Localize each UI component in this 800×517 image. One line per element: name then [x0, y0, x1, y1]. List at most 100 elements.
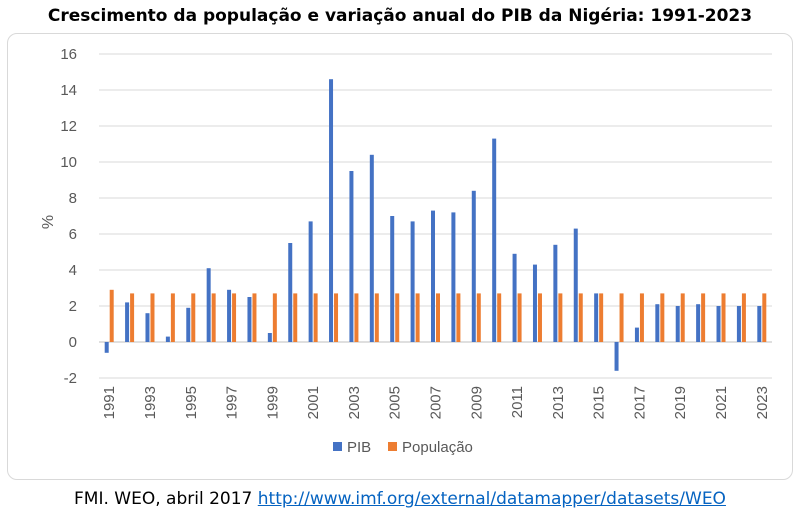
bar-populacao-2019	[680, 293, 685, 342]
bar-pib-1996	[206, 268, 211, 342]
x-tick-label: 1991	[101, 386, 118, 419]
source-note: FMI. WEO, abril 2017 http://www.imf.org/…	[0, 489, 800, 509]
bar-populacao-2017	[639, 293, 644, 342]
bar-populacao-2012	[537, 293, 542, 342]
bar-pib-2015	[594, 293, 599, 342]
bar-populacao-2014	[578, 293, 583, 342]
bar-populacao-2023	[762, 293, 767, 342]
x-tick-label: 1993	[142, 386, 159, 419]
bar-pib-2013	[553, 244, 558, 342]
bar-populacao-1998	[252, 293, 257, 342]
bar-populacao-1999	[272, 293, 277, 342]
bar-pib-1992	[125, 302, 130, 342]
y-tick-label: 6	[69, 226, 77, 243]
bar-populacao-2008	[456, 293, 461, 342]
bar-populacao-1997	[232, 293, 237, 342]
bar-populacao-1995	[191, 293, 196, 342]
y-tick-label: 10	[60, 154, 77, 171]
bar-populacao-2009	[476, 293, 481, 342]
bar-populacao-2003	[354, 293, 359, 342]
y-tick-label: 12	[60, 118, 77, 135]
x-tick-label: 2005	[387, 386, 404, 419]
bar-pib-2012	[532, 264, 537, 342]
bar-pib-2010	[492, 138, 497, 342]
bar-populacao-2002	[334, 293, 339, 342]
bar-pib-2008	[451, 212, 456, 342]
chart-title: Crescimento da população e variação anua…	[47, 6, 753, 26]
y-tick-label: 2	[69, 298, 77, 315]
x-tick-label: 1999	[264, 386, 281, 419]
x-tick-label: 2007	[428, 386, 445, 419]
bar-populacao-2011	[517, 293, 522, 342]
bar-populacao-2015	[599, 293, 604, 342]
bar-pib-2003	[349, 171, 354, 342]
bar-pib-2023	[757, 306, 762, 342]
x-tick-label: 2023	[754, 386, 771, 419]
bar-pib-1995	[186, 307, 191, 342]
x-tick-label: 1995	[183, 386, 200, 419]
bar-populacao-2001	[313, 293, 318, 342]
chart: -2 0 2 4 6 8 10 12 14 16 1991 1993 1995 1997 1999 2001 2…	[40, 46, 772, 456]
bar-pib-2018	[655, 304, 660, 342]
y-tick-label: -2	[64, 370, 77, 387]
source-text: FMI. WEO, abril 2017	[74, 489, 258, 509]
bar-pib-2016	[614, 342, 619, 371]
bar-pib-2005	[390, 216, 395, 342]
bar-populacao-2010	[497, 293, 502, 342]
bar-pib-2007	[431, 210, 435, 342]
bar-pib-2006	[410, 221, 415, 342]
bar-populacao-2007	[436, 293, 440, 342]
bar-pib-1991	[104, 342, 109, 353]
x-tick-label: 2011	[509, 386, 526, 418]
bar-populacao-2020	[701, 293, 706, 342]
legend-label-pib: PIB	[347, 439, 371, 456]
bar-pib-2019	[675, 306, 680, 342]
bar-populacao-1996	[211, 293, 216, 342]
bar-populacao-2022	[741, 293, 746, 342]
bar-pib-2020	[696, 304, 701, 342]
bar-pib-2011	[512, 253, 517, 342]
x-tick-label: 2013	[550, 386, 567, 419]
bar-pib-1997	[227, 289, 232, 342]
y-tick-label: 0	[69, 334, 77, 351]
x-tick-label: 2019	[672, 386, 689, 419]
x-tick-label: 2017	[631, 386, 648, 419]
y-tick-label: 14	[60, 82, 77, 99]
chart-frame: -2 0 2 4 6 8 10 12 14 16 1991 1993 1995 1997 1999 2001 2…	[7, 33, 793, 480]
y-tick-label: 16	[60, 46, 77, 63]
x-tick-label: 1997	[224, 386, 241, 419]
x-tick-label: 2015	[591, 386, 608, 419]
source-link[interactable]: http://www.imf.org/external/datamapper/d…	[257, 489, 726, 509]
bar-pib-2001	[308, 221, 313, 342]
bar-populacao-2006	[415, 293, 420, 342]
legend-label-populacao: População	[402, 439, 473, 456]
bar-pib-2000	[288, 243, 293, 342]
x-tick-label: 2001	[305, 386, 322, 419]
y-axis-label: %	[40, 215, 57, 229]
bar-populacao-1994	[170, 293, 175, 342]
bar-pib-1993	[145, 313, 150, 342]
legend-swatch-pib	[333, 442, 342, 451]
bar-pib-2017	[634, 327, 639, 342]
bar-pib-1994	[165, 336, 170, 342]
bar-populacao-2016	[619, 293, 624, 342]
bar-populacao-2004	[374, 293, 379, 342]
x-tick-label: 2003	[346, 386, 363, 419]
y-tick-label: 4	[69, 262, 77, 279]
bar-populacao-2000	[293, 293, 298, 342]
bar-populacao-1991	[109, 289, 114, 342]
bar-populacao-2018	[660, 293, 665, 342]
bar-populacao-2005	[395, 293, 400, 342]
legend-swatch-populacao	[388, 442, 397, 451]
bar-pib-2009	[471, 190, 476, 342]
bar-pib-2004	[369, 154, 374, 342]
bar-pib-2021	[716, 306, 721, 342]
x-tick-label: 2009	[468, 386, 485, 419]
x-tick-label: 2021	[713, 386, 730, 419]
bar-pib-2014	[573, 228, 578, 342]
bar-pib-1999	[267, 333, 272, 342]
bar-populacao-1992	[130, 293, 135, 342]
bar-populacao-1993	[150, 293, 155, 342]
bar-populacao-2021	[721, 293, 726, 342]
bar-populacao-2013	[558, 293, 563, 342]
